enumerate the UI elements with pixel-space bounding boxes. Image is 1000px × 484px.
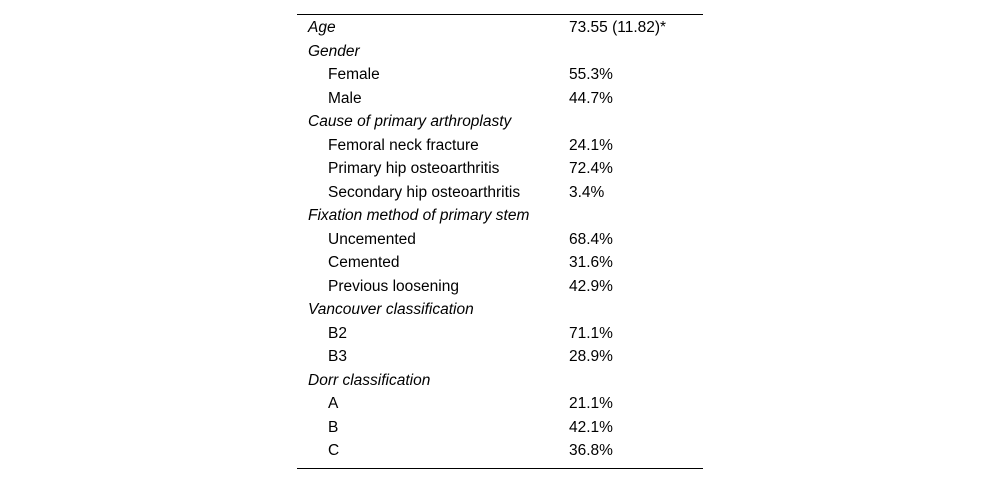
row-label: B2 (328, 324, 347, 342)
row-value: 73.55 (11.82)* (569, 19, 667, 36)
table-row-vancouver: Vancouver classification (297, 298, 703, 322)
row-value: 28.9% (569, 348, 613, 365)
table-row-cause: Cause of primary arthroplasty (297, 110, 703, 134)
table-row-dorr-c: C 36.8% (297, 439, 703, 463)
row-label: C (328, 442, 340, 459)
table-row-dorr-a: A 21.1% (297, 392, 703, 416)
table-row-femoral-neck-fracture: Femoral neck fracture 24.1% (297, 134, 703, 158)
row-value: 3.4% (569, 183, 605, 201)
row-value: 71.1% (569, 324, 613, 342)
row-label: Dorr classification (308, 371, 431, 389)
row-value: 44.7% (569, 89, 613, 107)
row-value (569, 369, 703, 393)
row-label: B (328, 418, 339, 436)
row-label: Fixation method of primary stem (308, 207, 530, 224)
table-row-dorr-b: B 42.1% (297, 416, 703, 440)
table-row-b3: B3 28.9% (297, 345, 703, 369)
table-row-gender: Gender (297, 40, 703, 64)
table-row-secondary-hip-oa: Secondary hip osteoarthritis 3.4% (297, 181, 703, 205)
row-label: Female (328, 66, 380, 83)
row-value: 31.6% (569, 254, 613, 271)
row-value (569, 40, 703, 64)
table-row-b2: B2 71.1% (297, 322, 703, 346)
table-row-previous-loosening: Previous loosening 42.9% (297, 275, 703, 299)
row-label: Age (308, 19, 336, 36)
row-value: 42.1% (569, 418, 613, 436)
table-row-dorr: Dorr classification (297, 369, 703, 393)
table-row-cemented: Cemented 31.6% (297, 251, 703, 275)
row-value: 21.1% (569, 395, 613, 412)
row-label: Secondary hip osteoarthritis (328, 183, 521, 201)
row-value: 68.4% (569, 230, 613, 248)
table-row-age: Age 73.55 (11.82)* (297, 16, 703, 40)
table-row-female: Female 55.3% (297, 63, 703, 87)
row-label: Gender (308, 42, 360, 60)
row-value (569, 204, 703, 228)
row-value (569, 298, 703, 322)
row-label: Previous loosening (328, 277, 459, 295)
row-value: 36.8% (569, 442, 613, 459)
demographics-table: Age 73.55 (11.82)* Gender Female 55.3% M… (297, 14, 703, 469)
table-row-primary-hip-oa: Primary hip osteoarthritis 72.4% (297, 157, 703, 181)
table-row-uncemented: Uncemented 68.4% (297, 228, 703, 252)
table-row-male: Male 44.7% (297, 87, 703, 111)
row-label: Femoral neck fracture (328, 136, 479, 154)
row-value: 72.4% (569, 160, 613, 177)
row-value: 24.1% (569, 136, 613, 154)
row-label: A (328, 395, 339, 412)
row-label: Vancouver classification (308, 301, 474, 318)
row-label: Uncemented (328, 230, 416, 248)
row-value: 42.9% (569, 277, 613, 295)
row-label: B3 (328, 348, 347, 365)
table-row-fixation-method: Fixation method of primary stem (297, 204, 703, 228)
row-label: Primary hip osteoarthritis (328, 160, 500, 177)
row-value (569, 110, 703, 134)
row-label: Cemented (328, 254, 400, 271)
row-value: 55.3% (569, 66, 613, 83)
row-label: Cause of primary arthroplasty (308, 113, 512, 130)
row-label: Male (328, 89, 362, 107)
